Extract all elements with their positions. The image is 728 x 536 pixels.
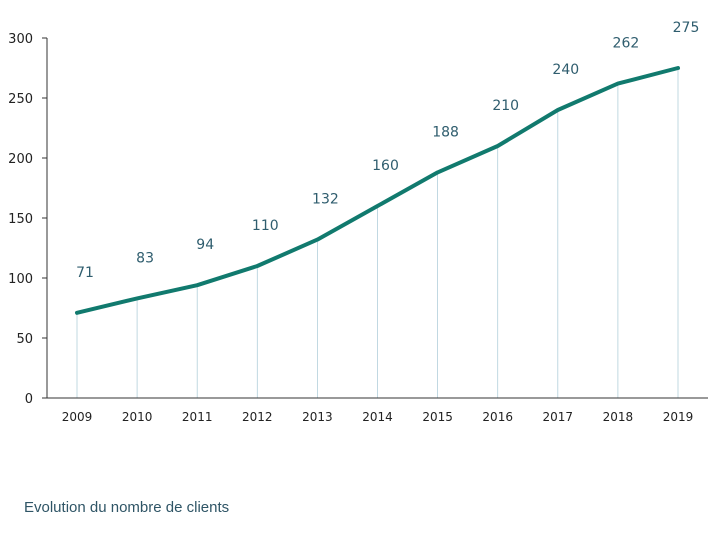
y-tick-label: 150 (8, 212, 33, 227)
data-label: 71 (76, 265, 94, 281)
y-axis: 0 50 100 150 200 250 300 (8, 32, 48, 407)
y-tick-label: 250 (8, 92, 33, 107)
y-tick-label: 300 (8, 32, 33, 47)
x-tick-label: 2018 (603, 410, 634, 424)
data-label: 110 (252, 218, 279, 234)
data-label: 83 (136, 250, 154, 266)
data-label: 240 (552, 62, 579, 78)
x-tick-label: 2015 (422, 410, 453, 424)
x-tick-label: 2017 (543, 410, 574, 424)
y-tick-label: 50 (16, 332, 33, 347)
drop-lines (76, 68, 679, 398)
data-label: 262 (613, 36, 640, 52)
series-line (75, 66, 680, 315)
x-tick-label: 2009 (62, 410, 93, 424)
x-tick-label: 2013 (302, 410, 333, 424)
series-line-group (75, 66, 680, 315)
data-labels: 71 83 94 110 132 160 188 210 240 262 275 (76, 20, 699, 281)
data-label: 275 (673, 20, 700, 36)
y-tick-label: 100 (8, 272, 33, 287)
x-tick-label: 2019 (663, 410, 694, 424)
x-tick-label: 2010 (122, 410, 153, 424)
chart-caption: Evolution du nombre de clients (24, 499, 230, 516)
x-tick-label: 2011 (182, 410, 213, 424)
x-tick-label: 2012 (242, 410, 273, 424)
y-tick-label: 200 (8, 152, 33, 167)
x-tick-label: 2016 (482, 410, 513, 424)
data-label: 210 (492, 98, 519, 114)
data-label: 188 (432, 124, 459, 140)
y-tick-label: 0 (25, 392, 33, 407)
data-label: 94 (196, 237, 214, 253)
x-tick-label: 2014 (362, 410, 393, 424)
data-label: 160 (372, 158, 399, 174)
data-label: 132 (312, 192, 339, 208)
x-axis: 2009 2010 2011 2012 2013 2014 2015 2016 2017 2018… (47, 397, 708, 424)
